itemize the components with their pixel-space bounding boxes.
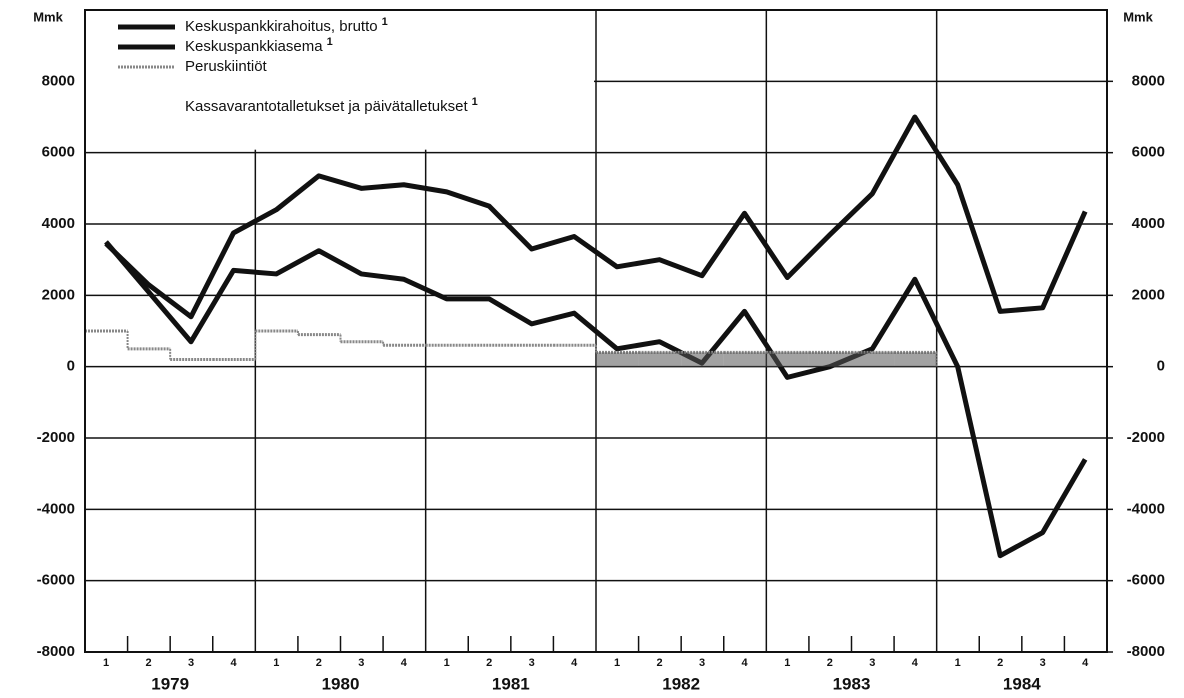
series-line <box>104 240 1088 559</box>
x-tick-label: 4 <box>571 657 578 669</box>
x-tick-label: 2 <box>827 657 833 669</box>
plot-frame <box>84 9 1108 653</box>
band-segment <box>681 352 724 367</box>
x-tick-label: 2 <box>486 657 492 669</box>
y2-tick-label: -4000 <box>1127 500 1165 517</box>
legend-name: Keskuspankkiasema <box>185 38 323 55</box>
legend-label: Kassavarantotalletukset ja päivätalletuk… <box>185 96 478 115</box>
x-tick-label: 3 <box>358 657 364 669</box>
y2-tick-label: 4000 <box>1132 215 1165 232</box>
x-tick-label: 1 <box>103 657 109 669</box>
legend-name: Peruskiintiöt <box>185 58 268 75</box>
x-tick-label: 4 <box>1082 657 1089 669</box>
x-tick-label: 1 <box>955 657 961 669</box>
y2-tick-label: -2000 <box>1127 429 1165 446</box>
x-tick-label: 2 <box>656 657 662 669</box>
band-segment <box>638 352 682 367</box>
x-tick-label: 1 <box>614 657 620 669</box>
x-tick-label: 4 <box>230 657 237 669</box>
band-segment <box>808 352 852 367</box>
x-tick-label: 1 <box>444 657 450 669</box>
y2-tick-label: 8000 <box>1132 72 1165 89</box>
band-segment <box>851 352 895 367</box>
legend-label: Keskuspankkiasema 1 <box>185 36 333 55</box>
y-unit-right: Mmk <box>1123 9 1153 24</box>
x-tick-label: 2 <box>997 657 1003 669</box>
x-tick-label: 3 <box>188 657 194 669</box>
y-tick-label: -6000 <box>37 572 75 589</box>
legend-superscript: 1 <box>472 96 478 108</box>
y-tick-label: 2000 <box>42 286 75 303</box>
y-tick-label: -2000 <box>37 429 75 446</box>
legend-label: Keskuspankkirahoitus, brutto 1 <box>185 16 388 35</box>
x-tick-label: 3 <box>869 657 875 669</box>
band-segment <box>596 352 639 367</box>
y-tick-label: -4000 <box>37 500 75 517</box>
y-tick-label: 4000 <box>42 215 75 232</box>
x-tick-label: 1 <box>273 657 279 669</box>
legend-superscript: 1 <box>327 36 333 48</box>
legend-name: Keskuspankkirahoitus, brutto <box>185 18 378 35</box>
x-tick-label: 3 <box>1040 657 1046 669</box>
x-tick-label: 2 <box>145 657 151 669</box>
band-segment <box>723 352 767 367</box>
y2-tick-label: -6000 <box>1127 572 1165 589</box>
series-line <box>104 114 1088 320</box>
x-tick-label: 3 <box>529 657 535 669</box>
x-tick-label: 4 <box>741 657 748 669</box>
legend-superscript: 1 <box>382 16 388 28</box>
y-tick-label: 6000 <box>42 144 75 161</box>
band-segment <box>766 352 809 367</box>
year-label: 1981 <box>492 674 530 693</box>
x-tick-label: 2 <box>316 657 322 669</box>
legend-name: Kassavarantotalletukset ja päivätalletuk… <box>185 98 468 115</box>
x-tick-label: 1 <box>784 657 790 669</box>
year-label: 1982 <box>662 674 700 693</box>
y-tick-label: -8000 <box>37 643 75 660</box>
year-label: 1983 <box>833 674 871 693</box>
y-unit-left: Mmk <box>33 9 63 24</box>
legend-label: Peruskiintiöt <box>185 58 268 75</box>
y2-tick-label: 2000 <box>1132 286 1165 303</box>
band-segment <box>894 352 937 367</box>
x-tick-label: 4 <box>401 657 408 669</box>
year-label: 1979 <box>151 674 189 693</box>
y-tick-label: 8000 <box>42 72 75 89</box>
y-tick-label: 0 <box>67 358 75 375</box>
year-label: 1984 <box>1003 674 1041 693</box>
x-tick-label: 4 <box>912 657 919 669</box>
legend-bg <box>86 11 594 150</box>
y2-tick-label: 0 <box>1157 358 1165 375</box>
y2-tick-label: -8000 <box>1127 643 1165 660</box>
year-label: 1980 <box>322 674 360 693</box>
y2-tick-label: 6000 <box>1132 144 1165 161</box>
x-tick-label: 3 <box>699 657 705 669</box>
